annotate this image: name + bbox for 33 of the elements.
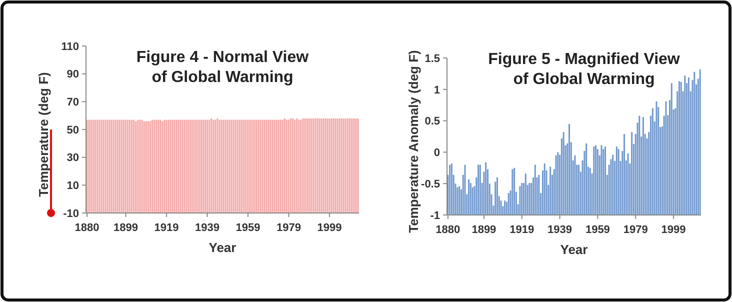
y-tick-label: -1 xyxy=(430,210,440,222)
text: Figure 4 - Normal View of Global Warming xyxy=(136,49,310,86)
chart-title: Figure 5 - Magnified View of Global Warming xyxy=(488,51,680,88)
y-tick-label: 1 xyxy=(434,84,440,96)
y-tick-label: 10 xyxy=(66,180,79,192)
y-axis-title: Temperature Anomaly (deg F) xyxy=(406,50,421,233)
y-tick-label: -10 xyxy=(63,208,79,220)
y-tick-label: 1.5 xyxy=(424,52,440,65)
x-tick-label: 1939 xyxy=(194,222,220,234)
x-tick-label: 1880 xyxy=(436,224,460,236)
y-tick-label: 90 xyxy=(66,68,79,81)
x-tick-label: 1919 xyxy=(154,222,179,234)
y-tick-label: 110 xyxy=(61,40,79,53)
x-tick-label: 1999 xyxy=(661,224,686,236)
x-tick-label: 1899 xyxy=(113,222,138,234)
x-tick-label: 1959 xyxy=(585,224,610,236)
x-tick-label: 1999 xyxy=(317,222,342,234)
x-tick-label: 1880 xyxy=(74,222,100,234)
y-axis-title: Temperature (deg F) xyxy=(36,72,51,197)
x-axis-title: Year xyxy=(208,240,236,255)
y-tick-label: 0 xyxy=(434,147,440,160)
x-tick-label: 1919 xyxy=(510,224,534,236)
y-tick-label: 30 xyxy=(66,152,79,164)
y-tick-label: 0.5 xyxy=(424,116,440,128)
x-tick-label: 1979 xyxy=(276,222,301,234)
y-tick-label: 70 xyxy=(66,96,79,109)
y-tick-label: -0.5 xyxy=(421,178,440,190)
x-tick-label: 1899 xyxy=(472,224,496,236)
x-tick-label: 1959 xyxy=(236,222,260,234)
x-tick-label: 1939 xyxy=(548,224,572,236)
y-tick-label: 50 xyxy=(66,124,79,136)
x-axis-title: Year xyxy=(560,242,588,257)
x-tick-label: 1979 xyxy=(623,224,648,236)
